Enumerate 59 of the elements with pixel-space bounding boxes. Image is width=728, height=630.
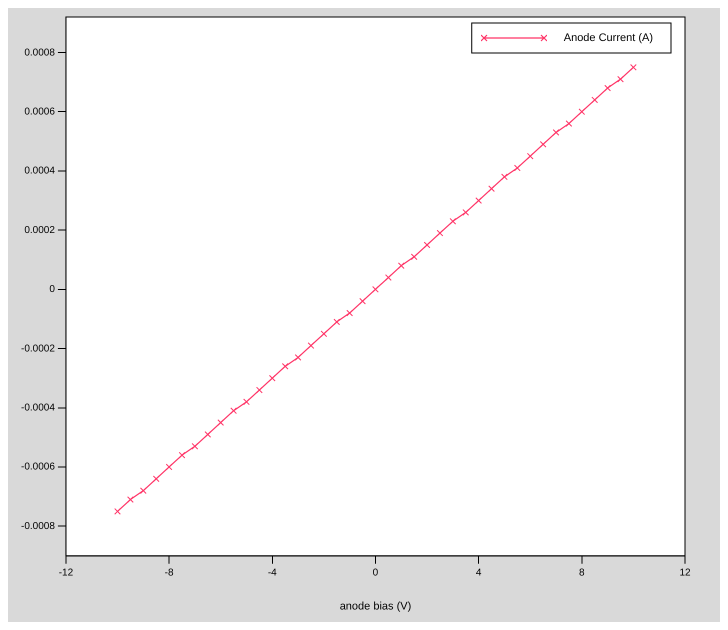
point [462,209,470,216]
point [217,419,224,426]
x-tick-label: 12 [679,568,691,579]
x-tick-label: 4 [476,568,482,579]
point [501,174,508,180]
point [450,218,456,225]
point [346,310,353,316]
y-tick-label: 0.0008 [24,47,56,58]
point [488,185,495,192]
point [398,262,405,270]
y-tick-label: 0 [49,284,56,296]
point [140,487,147,494]
legend-label: Anode Current (A) [564,32,654,44]
point [604,84,611,92]
point [230,407,237,414]
point [540,140,546,148]
point [268,374,276,382]
point [578,108,586,116]
point [552,129,560,136]
point [294,354,302,361]
point [514,164,521,172]
point [114,508,121,515]
point [152,476,160,482]
y-tick-label: -0.0008 [20,520,56,532]
x-tick-label: -8 [164,568,174,579]
point [282,363,289,370]
point [333,318,340,326]
x-axis-title: anode bias (V) [340,600,412,612]
x-tick-label: 0 [372,568,379,579]
point [192,442,198,450]
point [308,342,314,349]
point [372,286,379,293]
point [566,120,572,127]
y-tick-label: -0.0004 [20,402,56,414]
point [410,253,418,260]
x-tick-label: -12 [58,568,74,579]
point [166,464,172,470]
x-tick-label: -4 [268,568,278,579]
y-tick-label: 0.0002 [24,224,56,236]
point [359,298,366,305]
point [385,274,392,281]
point [127,496,134,503]
point [178,452,186,458]
point [256,386,263,394]
point [320,330,328,338]
point [424,242,430,248]
point [475,197,482,204]
y-tick-label: 0.0006 [24,106,56,118]
y-tick-label: -0.0002 [20,343,56,354]
y-tick-label: -0.0006 [20,462,56,473]
point [243,398,250,406]
point [617,76,624,82]
point [630,64,637,71]
point [591,96,598,104]
y-tick-label: 0.0004 [24,166,56,177]
point [526,152,534,160]
point [204,431,212,438]
x-tick-label: 8 [579,568,586,579]
point [436,230,444,236]
